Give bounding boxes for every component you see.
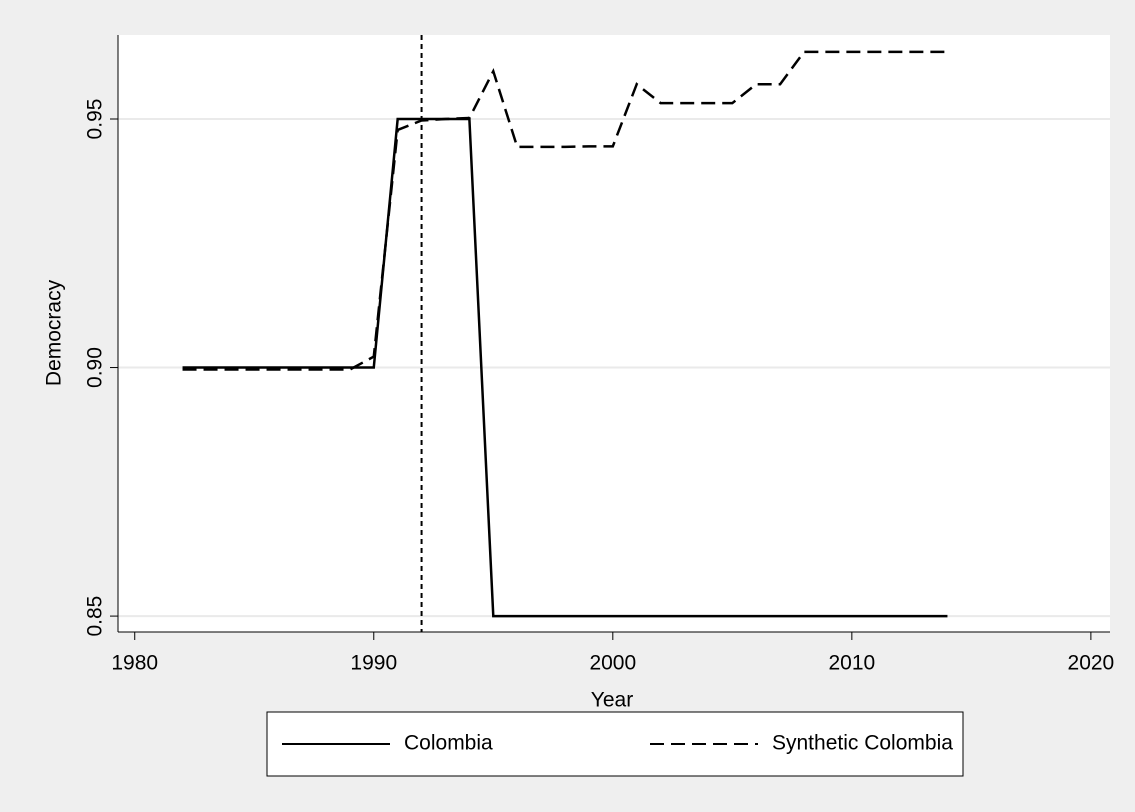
- x-tick-label: 1990: [350, 652, 397, 675]
- x-tick-label: 2010: [828, 652, 875, 675]
- x-tick-label: 2000: [589, 652, 636, 675]
- y-tick-label: 0.85: [84, 596, 107, 637]
- x-axis-label: Year: [591, 689, 633, 712]
- plot-area: [118, 35, 1110, 632]
- series-line: [182, 50, 948, 371]
- x-tick-label: 2020: [1068, 652, 1115, 675]
- y-tick-label: 0.90: [84, 347, 107, 388]
- y-tick-label: 0.95: [84, 99, 107, 140]
- legend-label: Colombia: [404, 732, 493, 755]
- x-tick-label: 1980: [111, 652, 158, 675]
- series-line: [182, 117, 948, 618]
- y-axis-label: Democracy: [43, 279, 66, 386]
- legend-label: Synthetic Colombia: [772, 732, 953, 755]
